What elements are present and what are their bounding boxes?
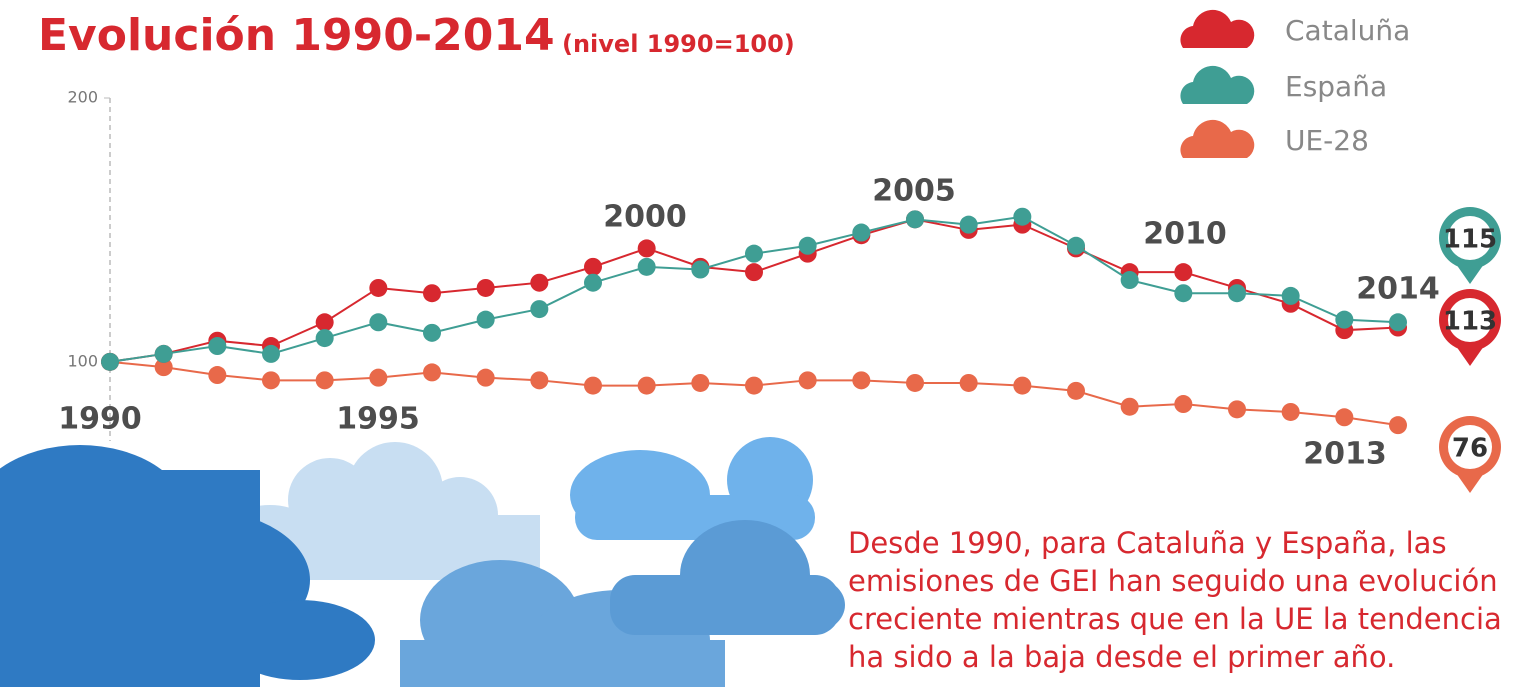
legend-label: Cataluña xyxy=(1285,14,1410,47)
data-point xyxy=(906,210,924,229)
note-line: Desde 1990, para Cataluña y España, las xyxy=(848,526,1447,560)
badge-label: 76 xyxy=(1452,434,1488,464)
y-tick-label: 200 xyxy=(67,88,98,107)
legend-cloud xyxy=(1180,9,1255,48)
data-point xyxy=(745,376,763,395)
data-point xyxy=(637,257,656,276)
badge-pin xyxy=(1456,264,1484,284)
annotation: 2014 xyxy=(1356,272,1440,307)
note-line: emisiones de GEI han seguido una evoluci… xyxy=(848,564,1498,598)
data-point xyxy=(530,300,549,319)
legend-label: UE-28 xyxy=(1285,124,1369,157)
annotation: 2005 xyxy=(872,174,956,209)
data-point xyxy=(154,344,173,363)
data-point xyxy=(959,215,978,234)
data-point xyxy=(691,373,710,392)
data-point xyxy=(476,368,495,387)
data-point xyxy=(745,244,763,263)
end-badge: 113 xyxy=(1439,289,1501,366)
chart-title: Evolución 1990-2014 xyxy=(38,10,555,61)
data-point xyxy=(798,236,817,255)
y-tick-label: 100 xyxy=(67,351,98,370)
data-point xyxy=(906,373,924,392)
badge-pin xyxy=(1456,473,1484,493)
data-point xyxy=(1228,400,1246,419)
data-point xyxy=(637,239,656,258)
data-point xyxy=(1174,263,1193,282)
note-line: ha sido a la baja desde el primer año. xyxy=(848,640,1395,674)
data-point xyxy=(1067,381,1085,400)
legend-cloud xyxy=(1180,65,1255,104)
legend-item: UE-28 xyxy=(1180,119,1369,158)
data-point xyxy=(852,371,871,390)
data-point xyxy=(1228,284,1246,303)
data-point xyxy=(691,260,710,279)
badge-pin xyxy=(1456,346,1484,366)
data-point xyxy=(1281,286,1300,305)
data-point xyxy=(423,363,441,382)
data-point xyxy=(584,376,602,395)
data-point xyxy=(208,366,227,385)
data-point xyxy=(1120,397,1139,416)
data-point xyxy=(315,313,334,332)
data-point xyxy=(154,358,173,377)
data-point xyxy=(584,257,602,276)
legend-item: Cataluña xyxy=(1180,9,1410,48)
data-point xyxy=(423,323,441,342)
annotation: 1995 xyxy=(336,402,420,437)
end-badge: 76 xyxy=(1439,416,1501,493)
data-point xyxy=(530,371,549,390)
badge-label: 115 xyxy=(1443,225,1497,255)
annotation: 2013 xyxy=(1303,437,1387,472)
data-point xyxy=(1067,236,1085,255)
badge-inner xyxy=(1448,298,1492,342)
annotation: 2010 xyxy=(1143,217,1227,252)
data-point xyxy=(476,278,495,297)
data-point xyxy=(745,263,763,282)
data-point xyxy=(584,273,602,292)
data-point xyxy=(1335,310,1354,329)
data-point xyxy=(1013,207,1032,226)
data-point xyxy=(798,371,817,390)
note-line: creciente mientras que en la UE la tende… xyxy=(848,602,1502,636)
note: Desde 1990, para Cataluña y España, las e… xyxy=(848,526,1502,674)
data-point xyxy=(476,310,495,329)
data-point xyxy=(530,273,549,292)
data-point xyxy=(315,329,334,348)
data-point xyxy=(1281,402,1300,421)
clouds xyxy=(0,437,845,690)
data-point xyxy=(369,313,388,332)
data-point xyxy=(1389,416,1407,435)
data-point xyxy=(959,373,978,392)
data-point xyxy=(1335,408,1354,427)
data-point xyxy=(1120,271,1139,290)
data-point xyxy=(423,284,441,303)
badge-inner xyxy=(1448,425,1492,469)
annotation: 1990 xyxy=(58,402,142,437)
badge-label: 113 xyxy=(1443,307,1497,337)
data-point xyxy=(262,344,280,363)
data-point xyxy=(208,337,227,356)
chart-subtitle: (nivel 1990=100) xyxy=(562,30,795,58)
data-point xyxy=(852,223,871,242)
data-point xyxy=(1389,313,1407,332)
legend-item: España xyxy=(1180,65,1387,104)
data-point xyxy=(1174,284,1193,303)
data-point xyxy=(101,352,119,371)
end-badge: 115 xyxy=(1439,207,1501,284)
legend-label: España xyxy=(1285,70,1387,103)
data-point xyxy=(262,371,280,390)
data-point xyxy=(369,278,388,297)
data-point xyxy=(315,371,334,390)
data-point xyxy=(1174,395,1193,414)
badge-inner xyxy=(1448,216,1492,260)
annotation: 2000 xyxy=(603,200,687,235)
legend-cloud xyxy=(1180,119,1255,158)
data-point xyxy=(1013,376,1032,395)
data-point xyxy=(637,376,656,395)
data-point xyxy=(369,368,388,387)
